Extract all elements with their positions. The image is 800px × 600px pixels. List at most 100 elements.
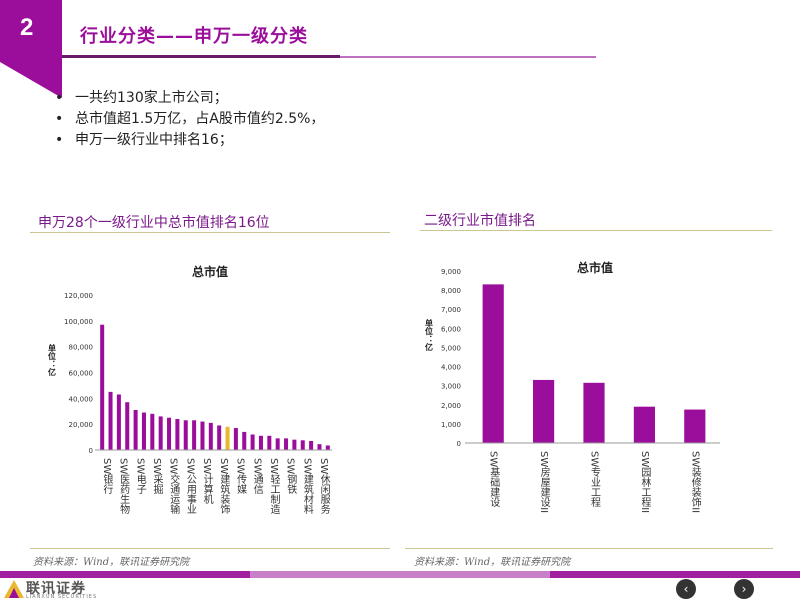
x-tick-label: SW计算机 [201, 458, 213, 505]
right-chart-x-labels: SW基础建设 SW房屋建设II SW专业工程 SW园林工程II SW装修装饰II [488, 451, 702, 513]
x-tick-label: SW银行 [101, 458, 113, 495]
x-tick-label: SW钢铁 [285, 458, 297, 495]
y-tick-label: 3,000 [441, 383, 461, 391]
bar [300, 440, 305, 450]
bar [258, 435, 263, 450]
y-tick-label: 8,000 [441, 287, 461, 295]
x-tick-label: SW采掘 [151, 458, 163, 495]
slide-title: 行业分类——申万一级分类 [80, 26, 308, 47]
title-underline-dark [62, 55, 340, 58]
bar [482, 284, 504, 443]
bar [225, 426, 230, 450]
right-source: 资料来源：Wind，联讯证券研究院 [414, 557, 571, 568]
left-chart-title: 总市值 [192, 264, 228, 279]
slide-number-badge [0, 0, 62, 98]
bar [208, 422, 213, 450]
left-source: 资料来源：Wind，联讯证券研究院 [33, 557, 190, 568]
x-tick-label: SW房屋建设II [538, 451, 550, 513]
bullet-dot: • [55, 132, 64, 148]
y-tick-label: 0 [89, 447, 93, 455]
y-tick-label: 120,000 [64, 292, 93, 300]
y-tick-label: 7,000 [441, 306, 461, 314]
bar [267, 435, 272, 450]
bar [175, 419, 180, 450]
chevron-right-icon: › [741, 582, 747, 596]
bar [292, 439, 297, 450]
left-section-title: 申万28个一级行业中总市值排名16位 [38, 215, 270, 231]
right-chart-y-axis: 0 1,000 2,000 3,000 4,000 5,000 6,000 7,000 8,00… [441, 268, 461, 448]
bar [633, 406, 655, 443]
bar [167, 417, 172, 450]
x-tick-label: SW通信 [251, 458, 263, 495]
x-tick-label: SW交通运输 [168, 458, 180, 515]
left-source-divider [30, 548, 390, 549]
bar [200, 421, 205, 450]
y-tick-label: 1,000 [441, 421, 461, 429]
y-tick-label: 40,000 [69, 395, 94, 403]
bar [133, 409, 138, 450]
x-tick-label: SW轻工制造 [268, 458, 280, 514]
logo-icon [4, 580, 24, 598]
logo-subtitle: LIANXUN SECURITIES [26, 594, 98, 600]
right-bar-chart: 总市值 单位：亿 0 1,000 2,000 3,000 4,000 5,000 6,000… [425, 260, 720, 513]
bullet-list: • 一共约130家上市公司； • 总市值超1.5万亿，占A股市值约2.5%， • 申万… [55, 88, 324, 151]
title-underline-light [340, 56, 596, 58]
bar [275, 438, 280, 450]
bar [250, 434, 255, 450]
logo-name: 联讯证券 [26, 581, 86, 597]
chevron-left-icon: ‹ [683, 582, 689, 596]
left-chart-x-labels: SW银行 SW医药生物 SW电子 SW采掘 SW交通运输 SW公用事业 SW计算机 SW建筑装… [101, 458, 330, 515]
bar [317, 444, 322, 450]
x-tick-label: SW园林工程II [639, 451, 651, 513]
slide-number: 2 [20, 14, 34, 41]
bar [242, 431, 247, 450]
prev-slide-button[interactable]: ‹ [676, 579, 696, 599]
bar [141, 412, 146, 450]
bar [183, 420, 188, 450]
bullet-item: • 一共约130家上市公司； [55, 88, 324, 109]
bar [158, 416, 163, 450]
bar [325, 445, 330, 450]
y-tick-label: 9,000 [441, 268, 461, 276]
left-section-divider [30, 232, 390, 233]
bar [233, 428, 238, 450]
next-slide-button[interactable]: › [734, 579, 754, 599]
left-chart-ylabel: 单位：亿 [48, 343, 57, 377]
bar [284, 438, 289, 450]
left-chart-y-axis: 0 20,000 40,000 60,000 80,000 100,000 120,000 [64, 292, 93, 455]
left-bar-chart: 总市值 单位：亿 0 20,000 40,000 60,000 80,000 100,00… [48, 264, 332, 515]
y-tick-label: 0 [457, 440, 461, 448]
x-tick-label: SW建筑材料 [301, 458, 313, 515]
bar [100, 324, 105, 450]
x-tick-label: SW公用事业 [184, 458, 196, 514]
bar [192, 420, 197, 450]
bar [684, 409, 706, 443]
right-chart-title: 总市值 [577, 260, 613, 275]
right-section-title: 二级行业市值排名 [424, 213, 536, 229]
bar [583, 382, 605, 443]
right-section-divider [420, 230, 772, 231]
footer-bar-accent [250, 571, 550, 578]
bar [217, 425, 222, 450]
x-tick-label: SW建筑装饰 [218, 458, 230, 515]
bullet-item: • 申万一级行业中排名16； [55, 130, 324, 151]
bullet-item: • 总市值超1.5万亿，占A股市值约2.5%， [55, 109, 324, 130]
left-chart-bars [100, 324, 330, 450]
y-tick-label: 80,000 [69, 344, 94, 352]
bar [533, 379, 555, 443]
x-tick-label: SW休闲服务 [318, 458, 330, 515]
x-tick-label: SW专业工程 [589, 451, 601, 507]
right-chart-ylabel: 单位：亿 [425, 318, 434, 352]
x-tick-label: SW医药生物 [118, 458, 130, 515]
x-tick-label: SW装修装饰II [689, 451, 701, 513]
bar [108, 391, 113, 450]
bar [309, 440, 314, 450]
x-tick-label: SW电子 [134, 458, 146, 494]
right-chart-bars [482, 284, 706, 443]
bar [150, 413, 155, 450]
y-tick-label: 100,000 [64, 318, 93, 326]
y-tick-label: 60,000 [69, 370, 94, 378]
y-tick-label: 5,000 [441, 344, 461, 352]
x-tick-label: SW基础建设 [488, 451, 500, 508]
bullet-text: 总市值超1.5万亿，占A股市值约2.5%， [75, 111, 325, 127]
